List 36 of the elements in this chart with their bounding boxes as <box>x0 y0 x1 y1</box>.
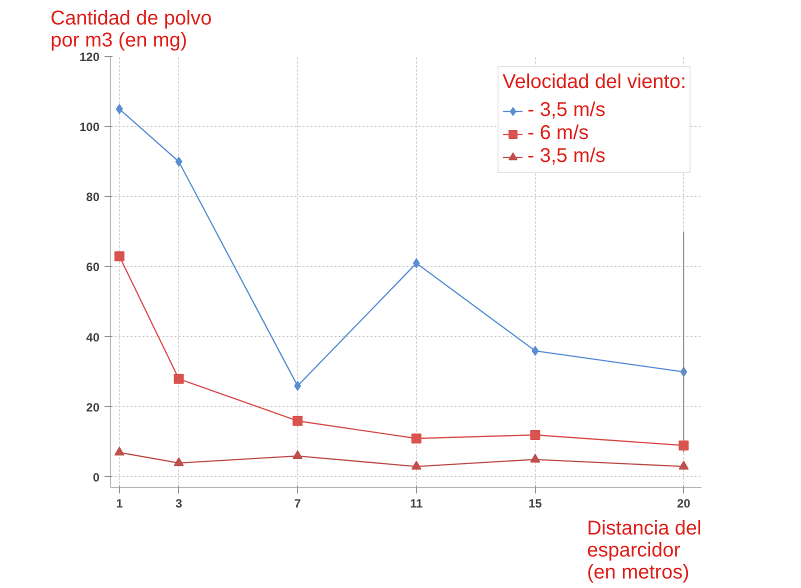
legend-label: - 6 m/s <box>528 122 589 145</box>
point <box>294 380 302 391</box>
x-tick-label: 3 <box>175 496 182 510</box>
point <box>530 430 540 440</box>
x-tick-label: 1 <box>116 496 124 510</box>
point <box>175 156 182 167</box>
point <box>411 433 422 444</box>
point <box>292 450 303 460</box>
x-axis-title: Distancia del esparcidor (en metros) <box>587 518 702 584</box>
point <box>678 460 689 470</box>
legend-label: - 3,5 m/s <box>528 99 606 122</box>
point <box>678 440 689 450</box>
point <box>412 258 420 268</box>
x-tick-label: 15 <box>528 496 542 510</box>
y-tick-label: 60 <box>86 260 100 274</box>
point <box>116 104 123 114</box>
point <box>411 460 422 470</box>
x-tick-label: 20 <box>677 496 691 510</box>
x-tick-label: 11 <box>410 496 424 510</box>
point <box>174 457 184 466</box>
y-tick-label: 0 <box>92 470 100 484</box>
point <box>532 346 539 356</box>
y-tick-label: 40 <box>86 330 100 344</box>
y-tick-label: 100 <box>79 120 100 134</box>
y-tick-label: 120 <box>79 50 100 64</box>
legend-label: - 3,5 m/s <box>528 145 606 168</box>
point <box>114 446 124 456</box>
y-tick-label: 80 <box>86 190 100 204</box>
x-tick-label: 7 <box>294 496 302 510</box>
point <box>114 251 124 262</box>
y-tick-label: 20 <box>86 400 100 414</box>
legend-title: Velocidad del viento: <box>502 71 686 94</box>
point <box>174 374 184 384</box>
point <box>530 454 540 463</box>
y-axis-title: Cantidad de polvo por m3 (en mg) <box>50 8 212 52</box>
point <box>292 416 303 426</box>
